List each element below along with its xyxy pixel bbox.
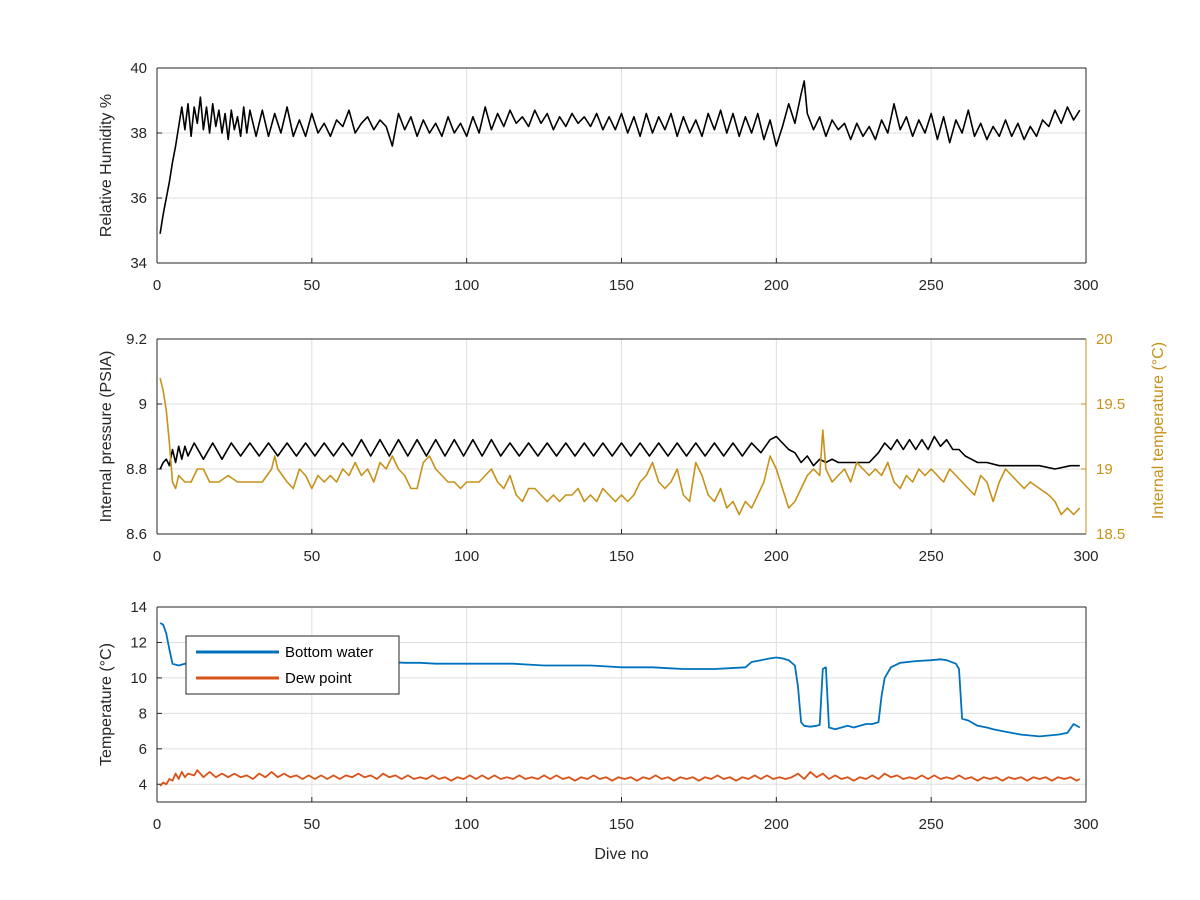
panel-2-y-tick-label: 9.2 [126, 331, 147, 348]
panel-2-y-tick-label: 9 [139, 396, 147, 413]
panel-3-x-tick-label: 150 [609, 816, 634, 833]
panel-3-x-tick-label: 50 [303, 816, 320, 833]
panel-3-x-tick-label: 250 [919, 816, 944, 833]
panel-1-x-tick-label: 50 [303, 277, 320, 294]
panel-3-y-tick-label: 10 [130, 670, 147, 687]
panel-3-x-tick-label: 200 [764, 816, 789, 833]
panel-2-x-tick-label: 300 [1073, 548, 1098, 565]
panel-3-x-tick-label: 300 [1073, 816, 1098, 833]
panel-2-x-tick-label: 150 [609, 548, 634, 565]
panel-1-y-tick-label: 40 [130, 60, 147, 77]
panel-1-x-tick-label: 250 [919, 277, 944, 294]
panel-3-legend-label: Dew point [285, 670, 353, 687]
panel-1-y-tick-label: 38 [130, 125, 147, 142]
panel-3-y-tick-label: 12 [130, 634, 147, 651]
panel-3-x-axis-label: Dive no [594, 846, 648, 863]
panel-3-legend [185, 635, 400, 695]
panel-1-x-tick-label: 100 [454, 277, 479, 294]
panel-3-x-tick-label: 100 [454, 816, 479, 833]
panel-2-y-tick-label: 8.6 [126, 526, 147, 543]
panel-2-y-right-tick-label: 18.5 [1096, 526, 1125, 543]
panel-2-y-right-axis-label: Internal temperature (°C) [1150, 342, 1167, 519]
panel-1-y-axis-label: Relative Humidity % [98, 94, 115, 237]
panel-1-x-tick-label: 150 [609, 277, 634, 294]
panel-1-y-tick-label: 36 [130, 190, 147, 207]
panel-1-y-tick-label: 34 [130, 255, 147, 272]
panel-3-y-tick-label: 14 [130, 599, 147, 616]
panel-1-series-line-1 [159, 80, 1081, 234]
panel-3-y-tick-label: 6 [139, 741, 147, 758]
panel-3-y-axis-label: Temperature (°C) [98, 643, 115, 766]
panel-1-x-tick-label: 0 [153, 277, 161, 294]
panel-2-series-line-1 [159, 435, 1080, 470]
panel-1-x-tick-label: 300 [1073, 277, 1098, 294]
panel-2-series-line-2 [159, 377, 1081, 516]
panel-2-x-tick-label: 100 [454, 548, 479, 565]
panel-3-y-tick-label: 4 [139, 776, 147, 793]
panel-3-legend-label: Bottom water [285, 644, 373, 661]
panel-2-x-tick-label: 250 [919, 548, 944, 565]
panel-2-y-right-tick-label: 19.5 [1096, 396, 1125, 413]
panel-2-y-tick-label: 8.8 [126, 461, 147, 478]
panel-3-series-dew-point [159, 769, 1081, 787]
panel-2-x-tick-label: 50 [303, 548, 320, 565]
panel-2-y-axis-label: Internal pressure (PSIA) [98, 351, 115, 523]
panel-2-x-tick-label: 0 [153, 548, 161, 565]
panel-2-y-right-tick-label: 19 [1096, 461, 1113, 478]
panel-1-x-tick-label: 200 [764, 277, 789, 294]
panel-3-y-tick-label: 8 [139, 705, 147, 722]
panel-3-x-tick-label: 0 [153, 816, 161, 833]
panel-2-y-right-tick-label: 20 [1096, 331, 1113, 348]
panel-2-x-tick-label: 200 [764, 548, 789, 565]
